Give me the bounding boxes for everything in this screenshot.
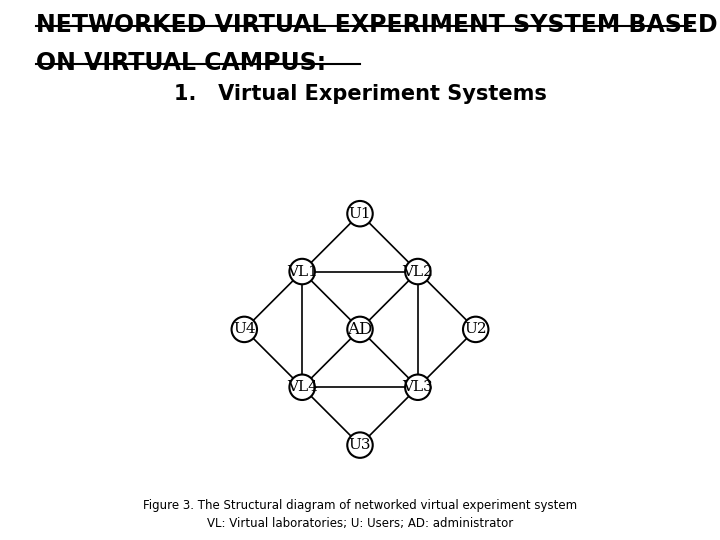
Circle shape (347, 433, 373, 458)
Text: U1: U1 (348, 207, 372, 221)
Text: VL4: VL4 (287, 380, 318, 394)
Circle shape (289, 375, 315, 400)
Circle shape (289, 259, 315, 284)
Circle shape (347, 201, 373, 226)
Text: VL1: VL1 (287, 265, 318, 279)
Circle shape (405, 375, 431, 400)
Text: NETWORKED VIRTUAL EXPERIMENT SYSTEM BASED: NETWORKED VIRTUAL EXPERIMENT SYSTEM BASE… (36, 14, 718, 37)
Circle shape (463, 316, 488, 342)
Circle shape (232, 316, 257, 342)
Text: U4: U4 (233, 322, 256, 336)
Text: 1.   Virtual Experiment Systems: 1. Virtual Experiment Systems (174, 84, 546, 104)
Text: ON VIRTUAL CAMPUS:: ON VIRTUAL CAMPUS: (36, 51, 326, 75)
Text: U2: U2 (464, 322, 487, 336)
Text: Figure 3. The Structural diagram of networked virtual experiment system: Figure 3. The Structural diagram of netw… (143, 500, 577, 512)
Text: VL3: VL3 (402, 380, 433, 394)
Text: VL: Virtual laboratories; U: Users; AD: administrator: VL: Virtual laboratories; U: Users; AD: … (207, 517, 513, 530)
Text: AD: AD (347, 321, 373, 338)
Circle shape (347, 316, 373, 342)
Text: VL2: VL2 (402, 265, 433, 279)
Text: U3: U3 (348, 438, 372, 452)
Circle shape (405, 259, 431, 284)
